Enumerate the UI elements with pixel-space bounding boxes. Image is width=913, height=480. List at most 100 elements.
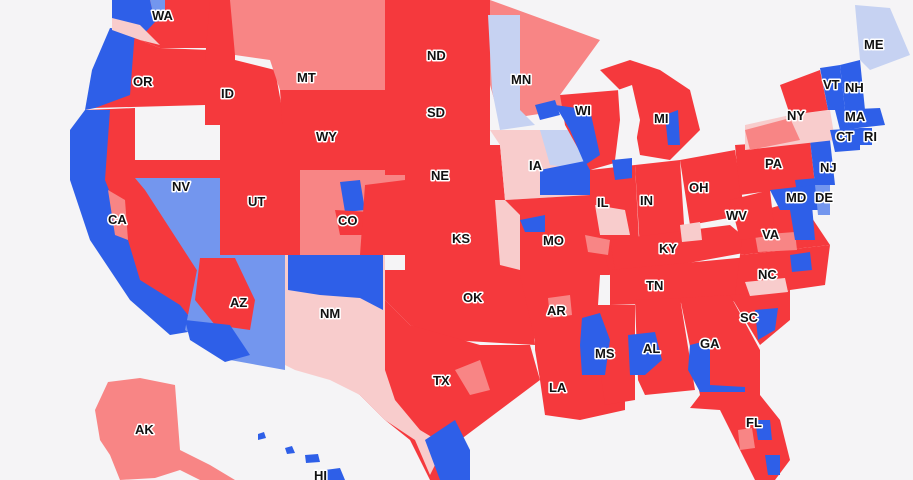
- label-de: DE: [815, 190, 833, 205]
- ia-blue: [540, 160, 595, 195]
- state-ma[interactable]: [835, 108, 885, 130]
- state-pa[interactable]: [735, 140, 815, 195]
- state-ut[interactable]: [220, 125, 300, 255]
- state-de[interactable]: [815, 185, 830, 215]
- label-ne: NE: [431, 168, 449, 183]
- label-ri: RI: [864, 129, 877, 144]
- ca-coast-blue: [70, 110, 200, 335]
- label-vt: VT: [823, 77, 840, 92]
- state-hi[interactable]: [258, 432, 345, 480]
- ny-likely: [745, 118, 800, 150]
- co-red: [335, 210, 370, 235]
- co-red-east: [360, 180, 405, 255]
- state-ne[interactable]: [385, 145, 505, 200]
- label-me: ME: [864, 37, 884, 52]
- state-md[interactable]: [770, 185, 818, 210]
- label-ks: KS: [452, 231, 470, 246]
- label-wv: WV: [726, 208, 747, 223]
- state-mo[interactable]: [505, 195, 610, 275]
- state-me[interactable]: [855, 5, 910, 70]
- label-ak: AK: [135, 422, 154, 437]
- ky-lean: [680, 222, 702, 242]
- label-il: IL: [597, 195, 609, 210]
- state-in[interactable]: [635, 160, 685, 250]
- state-labels: WA OR CA NV ID MT WY UT AZ CO NM ND SD N…: [107, 7, 886, 480]
- label-oh: OH: [689, 180, 709, 195]
- label-va: VA: [762, 227, 780, 242]
- or-coast-blue: [85, 28, 135, 110]
- state-ca[interactable]: [72, 108, 210, 320]
- label-nm: NM: [320, 306, 340, 321]
- state-nd[interactable]: [385, 0, 490, 85]
- ny-red-north: [780, 70, 828, 115]
- va-lean: [755, 232, 797, 252]
- nc-lean: [745, 278, 788, 296]
- fl-blue: [755, 420, 780, 475]
- state-vt[interactable]: [820, 65, 845, 110]
- ga-blue: [688, 340, 745, 392]
- label-mi: MI: [654, 111, 668, 126]
- label-mn: MN: [511, 72, 531, 87]
- label-ms: MS: [595, 346, 615, 361]
- label-id: ID: [221, 86, 234, 101]
- wa-likely-blue: [150, 0, 165, 22]
- label-md: MD: [786, 190, 806, 205]
- state-nh[interactable]: [840, 60, 865, 110]
- label-nd: ND: [427, 48, 446, 63]
- label-al: AL: [643, 341, 660, 356]
- state-tx[interactable]: [330, 300, 540, 480]
- label-wi: WI: [575, 103, 591, 118]
- label-co: CO: [338, 213, 358, 228]
- az-blue-south: [185, 320, 250, 362]
- label-ny: NY: [787, 108, 805, 123]
- label-ga: GA: [700, 336, 720, 351]
- label-mt: MT: [297, 70, 316, 85]
- sc-blue: [755, 308, 778, 340]
- ar-likely: [548, 295, 572, 318]
- mn-lean-blue: [488, 15, 535, 130]
- state-oh[interactable]: [680, 150, 745, 225]
- az-red: [195, 258, 255, 330]
- al-blue: [628, 332, 662, 375]
- label-tn: TN: [646, 278, 663, 293]
- state-wv[interactable]: [730, 190, 775, 240]
- or-lean-red: [112, 18, 160, 45]
- label-sd: SD: [427, 105, 445, 120]
- label-or: OR: [133, 74, 153, 89]
- label-az: AZ: [230, 295, 247, 310]
- state-mt[interactable]: [230, 0, 395, 90]
- label-ia: IA: [529, 158, 543, 173]
- label-ky: KY: [659, 241, 677, 256]
- tx-blue-south: [425, 420, 470, 480]
- state-la[interactable]: [535, 350, 625, 420]
- label-nc: NC: [758, 267, 777, 282]
- state-ri[interactable]: [860, 128, 872, 145]
- label-tx: TX: [433, 373, 450, 388]
- co-blue: [340, 180, 365, 212]
- label-nh: NH: [845, 80, 864, 95]
- state-ak[interactable]: [95, 378, 235, 480]
- state-ks[interactable]: [405, 200, 520, 270]
- state-id[interactable]: [205, 0, 285, 125]
- label-mo: MO: [543, 233, 564, 248]
- state-nj[interactable]: [810, 140, 835, 185]
- label-wa: WA: [152, 8, 174, 23]
- label-la: LA: [549, 380, 567, 395]
- mo-likely: [585, 235, 610, 255]
- state-al[interactable]: [635, 298, 695, 395]
- nv-red: [135, 160, 220, 178]
- va-blue: [790, 205, 815, 240]
- state-wy[interactable]: [280, 90, 385, 170]
- mn-blue: [535, 100, 560, 120]
- tx-lean-west: [295, 370, 445, 475]
- state-ct[interactable]: [830, 128, 860, 152]
- state-sd[interactable]: [385, 85, 490, 145]
- state-ok[interactable]: [385, 270, 535, 345]
- state-tn[interactable]: [610, 255, 770, 305]
- label-nj: NJ: [820, 160, 837, 175]
- state-ky[interactable]: [610, 225, 760, 270]
- label-ct: CT: [836, 129, 853, 144]
- state-nv[interactable]: [135, 178, 220, 275]
- ca-lean: [108, 190, 128, 240]
